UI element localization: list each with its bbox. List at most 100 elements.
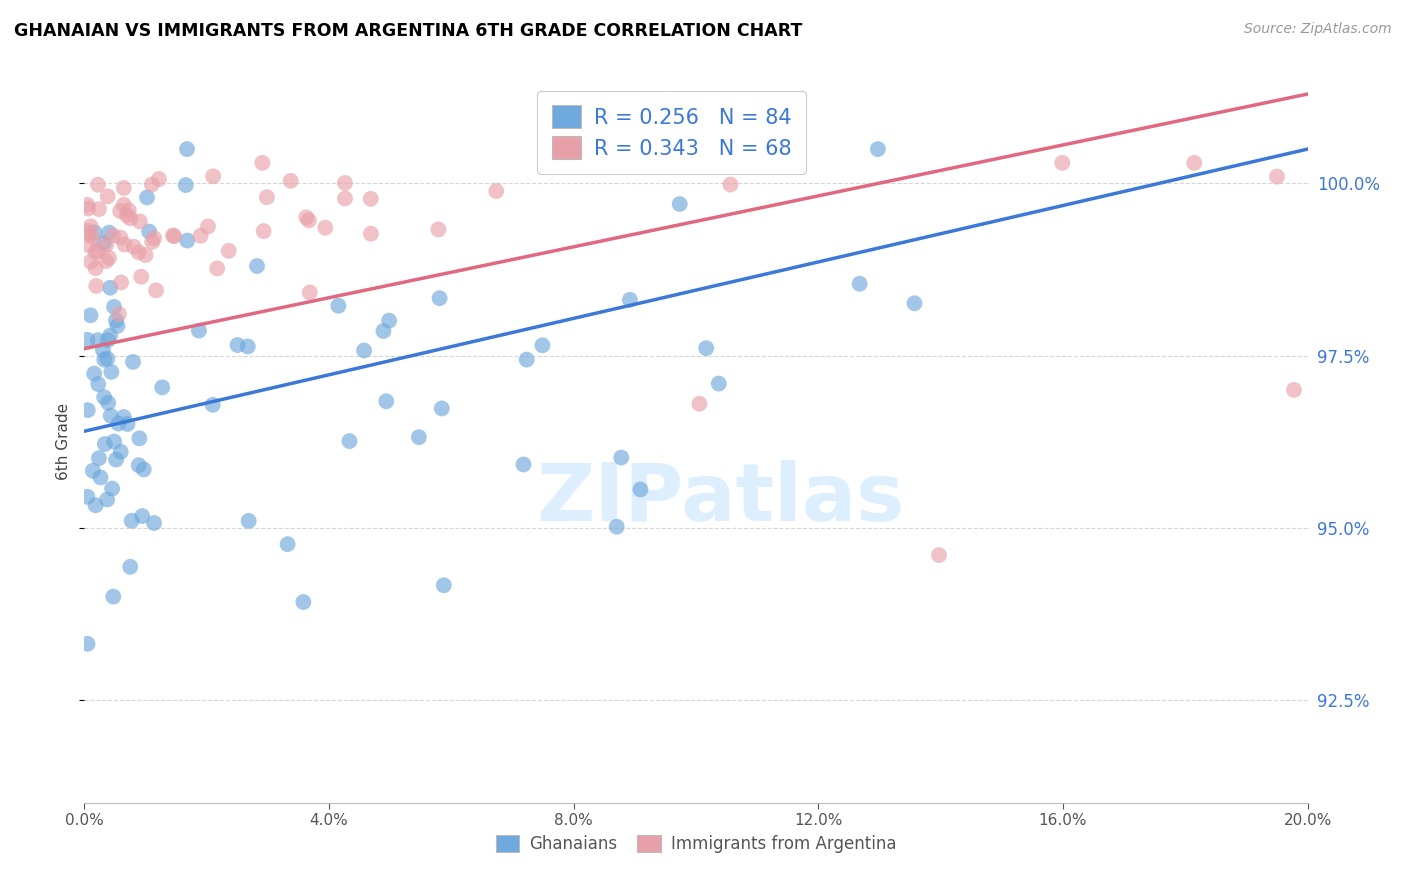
Point [96,351,118,366]
Point [76,490,98,504]
Point [197,219,219,234]
Point [103,590,125,604]
Point [176,234,198,248]
Point [101,228,124,243]
Point [688,397,710,411]
Y-axis label: 6th Grade: 6th Grade [56,403,72,480]
Point [77,202,100,216]
Point [128,458,150,473]
Point [110,230,132,244]
Point [710,156,733,170]
Point [105,313,128,327]
Point [91,343,114,357]
Point [122,240,145,254]
Point [1282,383,1305,397]
Point [707,376,730,391]
Point [375,394,398,409]
Point [97,396,120,410]
Point [112,198,135,212]
Text: Source: ZipAtlas.com: Source: ZipAtlas.com [1244,22,1392,37]
Point [120,211,142,226]
Point [531,338,554,352]
Point [619,293,641,307]
Point [218,244,240,258]
Point [79,219,101,234]
Point [512,458,534,472]
Point [84,279,107,293]
Point [108,307,131,321]
Point [118,203,141,218]
Point [176,142,198,156]
Point [94,437,117,451]
Point [94,254,117,268]
Point [77,227,100,242]
Point [928,548,950,562]
Point [1052,156,1074,170]
Point [718,178,741,192]
Point [246,259,269,273]
Point [1182,156,1205,170]
Point [79,254,101,268]
Point [114,237,136,252]
Point [107,318,129,333]
Point [150,380,173,394]
Point [333,191,356,205]
Point [115,208,138,222]
Point [128,214,150,228]
Point [82,230,104,244]
Point [76,333,98,347]
Point [87,202,110,216]
Point [96,492,118,507]
Point [295,211,318,225]
Point [903,296,925,310]
Point [163,229,186,244]
Point [848,277,870,291]
Point [202,169,225,184]
Point [76,403,98,417]
Point [117,417,139,431]
Point [98,251,121,265]
Text: ZIPatlas: ZIPatlas [536,460,904,539]
Point [103,434,125,449]
Point [252,156,274,170]
Point [174,178,197,192]
Point [141,235,163,249]
Point [84,498,107,512]
Point [84,261,107,276]
Point [76,224,98,238]
Point [83,226,105,240]
Point [93,390,115,404]
Point [339,434,361,448]
Point [97,189,120,203]
Point [1265,169,1288,184]
Point [628,483,651,497]
Point [97,333,120,347]
Point [128,245,150,260]
Point [145,284,167,298]
Point [110,276,132,290]
Point [100,365,122,379]
Point [98,281,121,295]
Point [83,367,105,381]
Point [143,231,166,245]
Point [138,225,160,239]
Point [93,352,115,367]
Point [89,470,111,484]
Point [128,431,150,445]
Point [408,430,430,444]
Point [148,172,170,186]
Point [695,341,717,355]
Point [143,516,166,530]
Point [87,377,110,392]
Point [333,176,356,190]
Point [96,237,118,252]
Point [253,224,276,238]
Point [120,559,142,574]
Point [103,300,125,314]
Point [277,537,299,551]
Point [87,178,110,192]
Point [433,578,456,592]
Point [82,464,104,478]
Point [136,190,159,204]
Point [190,228,212,243]
